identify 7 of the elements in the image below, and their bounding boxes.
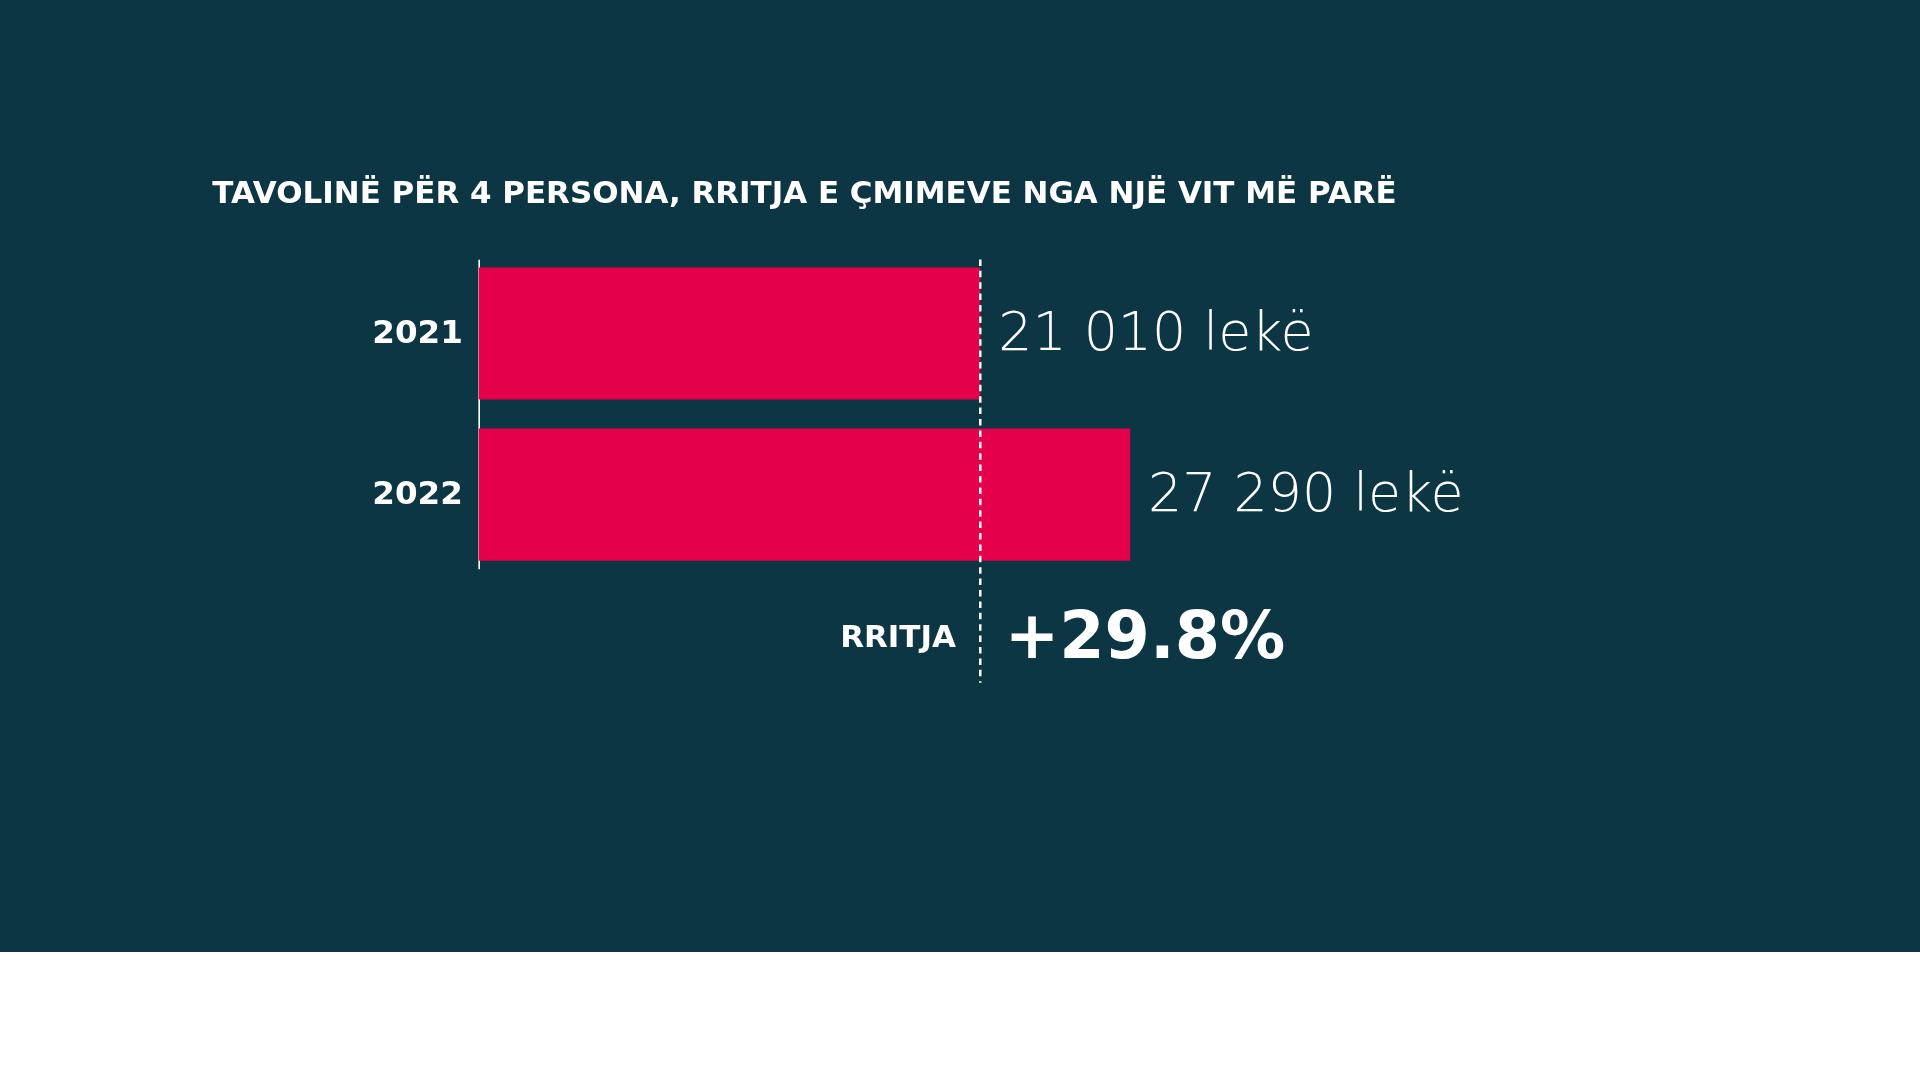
y-tick-label: 2022 xyxy=(372,474,463,513)
data-label: 27 290 lekë xyxy=(1148,460,1464,524)
chart-title: TAVOLINË PËR 4 PERSONA, RRITJA E ÇMIMEVE NGA NJË VIT MË PARË xyxy=(212,173,1397,210)
y-tick-label: 2021 xyxy=(372,313,463,352)
data-label: 21 010 lekë xyxy=(998,299,1314,363)
annotation: +29.8% xyxy=(1004,597,1286,673)
annotation: RRITJA xyxy=(840,617,956,654)
